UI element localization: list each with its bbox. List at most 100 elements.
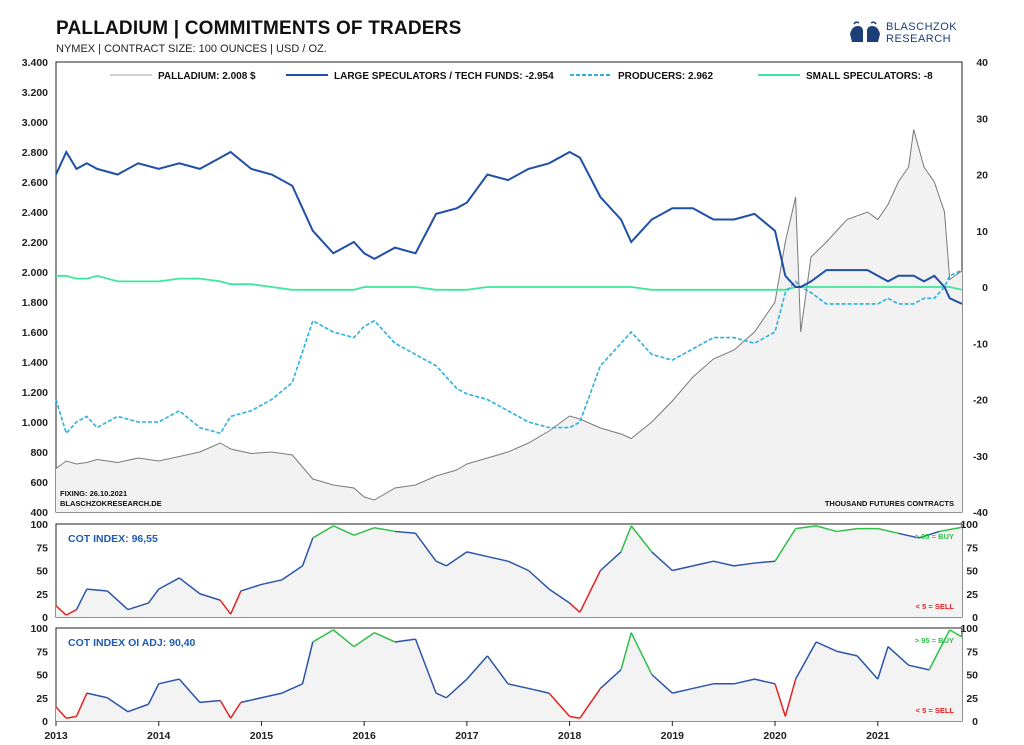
cot-line-segment [374,526,396,533]
y-left-tick-label: 400 [30,507,48,519]
y-right-tick-label: 75 [966,646,978,658]
cot-line-segment [106,697,129,713]
y-right-tick-label: 0 [972,612,978,624]
y-right-tick-label: 50 [966,670,978,682]
cot-line-segment [466,655,488,680]
buy-threshold-label: > 95 = BUY [915,532,954,541]
cot-line-segment [435,560,447,567]
cot-line-segment [569,715,581,719]
cot-line-segment [199,699,221,704]
main-panel: 3.400 3.200 3.000 2.800 2.600 2.400 2.200 2.000… [22,57,988,519]
cot-line-segment [784,678,797,717]
cot-line-segment [733,562,755,567]
y-left-tick-label: 100 [30,623,48,635]
cot-line-segment [569,602,581,613]
cot-line-segment [147,683,160,705]
cot-line-segment [928,629,951,671]
cot-line-segment [528,569,550,590]
cot-line-segment [599,669,622,690]
cot-line-segment [836,650,858,657]
cot-line-segment [394,530,416,535]
cot-line-segment [281,565,303,581]
cot-line-segment [55,706,67,719]
cot-line-segment [86,692,108,699]
logo-text-line1: BLASCHZOK [886,21,958,33]
cot-line-segment [579,570,602,613]
cot-line-segment [229,701,242,719]
cot-line-segment [158,577,180,590]
cot-line-segment [86,588,108,592]
y-right-tick-label: 25 [966,589,978,601]
cot-line-segment [692,683,714,690]
cot-line-segment [147,588,160,604]
y-left-tick-label: 75 [36,542,48,554]
y-right-tick-label: 50 [966,566,978,578]
cot-line-segment [815,641,837,652]
cot-line-segment [548,588,571,604]
x-tick-label: 2017 [455,730,479,742]
cot-line-segment [301,537,314,567]
cot-line-segment [599,551,622,572]
cot-line-segment [281,683,303,694]
cot-line-segment [918,530,940,539]
buy-threshold-label: > 95 = BUY [915,636,954,645]
cot-line-segment [794,641,817,680]
cot-line-segment [178,678,201,703]
cot-line-segment [630,632,653,675]
cot-line-segment [75,588,88,610]
cot-line-segment [65,608,77,616]
cot-line-segment [486,655,509,685]
cot-line-segment [754,560,776,564]
price-area [56,129,962,512]
x-tick-label: 2021 [866,730,890,742]
cot-line-segment [414,532,437,562]
x-tick-label: 2015 [250,730,274,742]
y-left-tick-label: 800 [30,447,48,459]
y-left-tick-label: 3.000 [22,117,48,129]
cot-line-segment [507,560,529,572]
y-right-tick-label: -30 [973,451,988,463]
cot-line-segment [651,673,673,694]
cot-line-segment [579,688,602,719]
cot-line-segment [445,678,468,699]
cot-line-segment [620,525,632,553]
y-left-tick-label: 100 [30,519,48,531]
x-axis: 2013 2014 2015 2016 2017 2018 2019 2020 2021 [44,721,890,742]
y-right-tick-label: 10 [976,226,988,238]
cot-line-segment [106,590,129,611]
y-left-tick-label: 1.000 [22,417,48,429]
y-right-tick-label: 0 [982,282,988,294]
units-note: THOUSAND FUTURES CONTRACTS [825,499,954,508]
cot-line-segment [774,683,787,717]
y-right-tick-label: -10 [973,338,988,350]
cot-line-segment [261,692,283,699]
x-tick-label: 2018 [558,730,582,742]
cot-line-segment [774,528,797,562]
y-right-tick-label: 75 [966,542,978,554]
cot-line-segment [353,632,375,648]
y-left-tick-label: 25 [36,589,48,601]
y-right-tick-label: 25 [966,693,978,705]
y-left-tick-label: 600 [30,477,48,489]
cot-line-segment [75,692,88,717]
cot-line-segment [199,593,221,601]
cot-line-segment [733,678,755,685]
cot-line-segment [795,525,817,530]
cot-line-segment [672,687,694,694]
cot-index-panel: 100 100 75 75 50 50 25 25 0 0 COT INDEX: 96,55 > 95… [30,519,978,624]
logo-text-line2: RESEARCH [886,33,952,45]
brand-logo: BLASCHZOK RESEARCH [848,20,968,50]
cot-line-segment [672,565,694,572]
y-left-tick-label: 2.200 [22,237,48,249]
source-note: BLASCHZOKRESEARCH.DE [60,499,162,508]
cot-line-segment [127,703,149,713]
cot-line-segment [435,692,447,699]
series-line-producers [55,269,963,435]
y-left-tick-label: 2.800 [22,147,48,159]
chart-subtitle: NYMEX | CONTRACT SIZE: 100 OUNCES | USD … [56,43,327,55]
cot-line-segment [374,631,396,643]
chart-title: PALLADIUM | COMMITMENTS OF TRADERS [56,18,462,39]
bull-bear-icon [850,21,880,42]
y-left-tick-label: 2.400 [22,207,48,219]
cot-line-segment [312,525,334,539]
